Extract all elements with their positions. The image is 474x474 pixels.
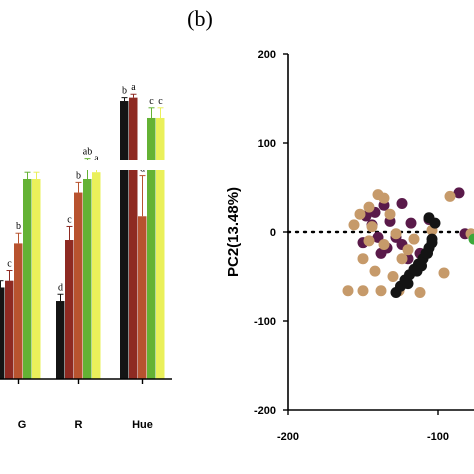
y-tick-label: -200 [254, 405, 276, 417]
scatter-chart: -200 -100 0 100 200 -200 -100 PC2(13.48%) [225, 49, 474, 443]
bar-Hue-3 [147, 117, 156, 379]
bar-G-2 [14, 243, 23, 379]
axis-break-gap [0, 160, 172, 170]
significance-letter: c [7, 259, 12, 270]
bar-R-0 [56, 301, 65, 379]
bar-Hue-2 [138, 216, 147, 379]
scatter-point-tan [408, 233, 420, 245]
scatter-point-purple [453, 187, 465, 199]
bar-R-3 [83, 178, 92, 379]
scatter-point-black [422, 247, 433, 259]
x-tick-label: -100 [427, 431, 449, 443]
bar-Hue-4 [156, 117, 165, 379]
significance-letter: a [131, 82, 136, 93]
category-label-Hue: Hue [132, 419, 153, 431]
scatter-point-tan [357, 253, 369, 265]
y-tick-label: 200 [258, 49, 276, 61]
significance-letter: c [149, 96, 154, 107]
significance-letter: b [16, 221, 21, 232]
scatter-point-scatter_green [468, 233, 474, 245]
bar-category-ticks: G R Hue [18, 379, 153, 431]
category-label-G: G [18, 419, 27, 431]
significance-letter: ab [83, 147, 92, 158]
scatter-point-tan [438, 267, 450, 279]
scatter-point-black [411, 265, 423, 277]
bar-Hue-1 [129, 97, 138, 379]
scatter-point-tan [363, 235, 375, 247]
y-tick-label: -100 [254, 316, 276, 328]
significance-letter: c [158, 96, 163, 107]
significance-letter: d [58, 282, 63, 293]
scatter-point-purple [375, 247, 387, 259]
panel-label: (b) [187, 6, 213, 31]
scatter-point-tan [444, 190, 456, 202]
scatter-point-tan [396, 253, 408, 265]
scatter-point-tan [369, 265, 381, 277]
scatter-point-tan [414, 287, 426, 299]
y-tick-label: 100 [258, 138, 276, 150]
bar-Hue-0 [120, 101, 129, 380]
scatter-point-tan [357, 285, 369, 297]
category-label-R: R [75, 419, 83, 431]
bars-layer: cbaadcbababadcc [0, 82, 165, 380]
scatter-point-purple [405, 217, 417, 229]
scatter-point-tan [402, 244, 414, 256]
scatter-point-black [429, 217, 441, 229]
scatter-point-tan [387, 271, 399, 282]
scatter-point-tan [354, 208, 366, 220]
x-tick-label: -200 [277, 431, 299, 443]
scatter-point-tan [384, 208, 396, 220]
bar-R-1 [65, 240, 74, 379]
bar-R-4 [92, 172, 101, 379]
scatter-point-black [426, 233, 438, 245]
scatter-point-tan [378, 238, 390, 250]
significance-letter: a [94, 153, 99, 164]
y-axis-label: PC2(13.48%) [225, 187, 242, 277]
scatter-ticks: -200 -100 0 100 200 -200 -100 [254, 49, 449, 443]
significance-letter: c [67, 214, 72, 225]
scatter-point-tan [348, 219, 360, 231]
scatter-points [342, 187, 474, 299]
scatter-point-tan [375, 285, 387, 297]
bar-G-1 [5, 280, 14, 379]
scatter-point-tan [390, 228, 402, 240]
scatter-point-purple [396, 198, 408, 210]
scatter-point-tan [342, 285, 354, 297]
bar-G-3 [23, 178, 32, 379]
scatter-point-tan [366, 221, 378, 233]
scatter-point-black [402, 278, 414, 290]
scatter-point-tan [378, 192, 390, 204]
bar-R-2 [74, 192, 83, 379]
significance-letter: b [122, 86, 127, 97]
bar-G-0 [0, 287, 5, 379]
bar-G-4 [32, 178, 41, 379]
scatter-point-tan [363, 201, 375, 213]
significance-letter: b [76, 170, 81, 181]
y-tick-label: 0 [270, 227, 276, 239]
